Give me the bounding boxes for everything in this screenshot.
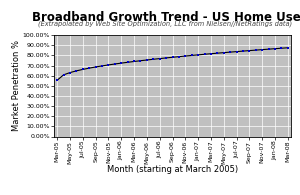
X-axis label: Month (starting at March 2005): Month (starting at March 2005) bbox=[107, 165, 238, 174]
Y-axis label: Market Penetration %: Market Penetration % bbox=[12, 40, 21, 131]
Title: Broadband Growth Trend - US Home Users: Broadband Growth Trend - US Home Users bbox=[32, 11, 300, 24]
Text: (Extrapolated by Web Site Optimization, LLC from Nielsen//NetRatings data): (Extrapolated by Web Site Optimization, … bbox=[38, 20, 292, 27]
